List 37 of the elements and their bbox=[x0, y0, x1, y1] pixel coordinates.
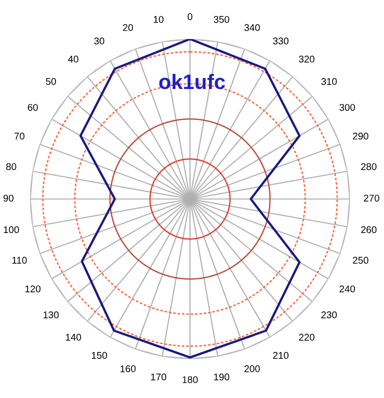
spoke-label: 100 bbox=[4, 226, 19, 234]
spoke-label: 300 bbox=[339, 104, 355, 111]
spoke-label: 160 bbox=[120, 365, 136, 372]
spoke-label: 150 bbox=[92, 352, 107, 359]
spoke-label: 120 bbox=[25, 285, 41, 292]
spoke-label: 220 bbox=[299, 334, 314, 341]
spoke-label: 70 bbox=[14, 132, 24, 140]
spoke-label: 20 bbox=[122, 24, 133, 32]
spoke-label: 320 bbox=[298, 56, 314, 63]
spoke-label: 180 bbox=[182, 376, 198, 384]
spoke-label: 200 bbox=[244, 365, 260, 372]
spoke-label: 110 bbox=[12, 256, 27, 264]
spoke-label: 50 bbox=[46, 78, 56, 85]
spoke-label: 250 bbox=[352, 256, 368, 264]
spoke-label: 310 bbox=[321, 78, 337, 85]
spoke-label: 60 bbox=[28, 104, 38, 111]
spoke-label: 270 bbox=[364, 194, 380, 202]
spoke-label: 330 bbox=[273, 38, 288, 44]
spoke-label: 80 bbox=[6, 163, 16, 170]
spoke-label: 210 bbox=[273, 352, 288, 359]
text: ok1ufc bbox=[159, 74, 225, 90]
spoke-label: 240 bbox=[340, 285, 355, 292]
spoke-label: 190 bbox=[214, 373, 230, 380]
spoke-label: 40 bbox=[68, 56, 78, 63]
spoke-label: 10 bbox=[154, 16, 164, 23]
spoke-label: 230 bbox=[321, 311, 337, 318]
spoke-label: 290 bbox=[352, 132, 368, 140]
spoke-label: 170 bbox=[151, 373, 166, 380]
spoke-label: 130 bbox=[44, 311, 59, 318]
spoke-label: 260 bbox=[361, 226, 376, 234]
spoke-label: 0 bbox=[188, 13, 192, 20]
spoke-label: 30 bbox=[94, 38, 104, 44]
spoke-label: 90 bbox=[4, 194, 14, 202]
spoke-label: 280 bbox=[361, 163, 376, 170]
spoke-label: 350 bbox=[214, 16, 230, 23]
spoke-label: 340 bbox=[244, 24, 260, 32]
spoke-label: 140 bbox=[66, 334, 82, 341]
